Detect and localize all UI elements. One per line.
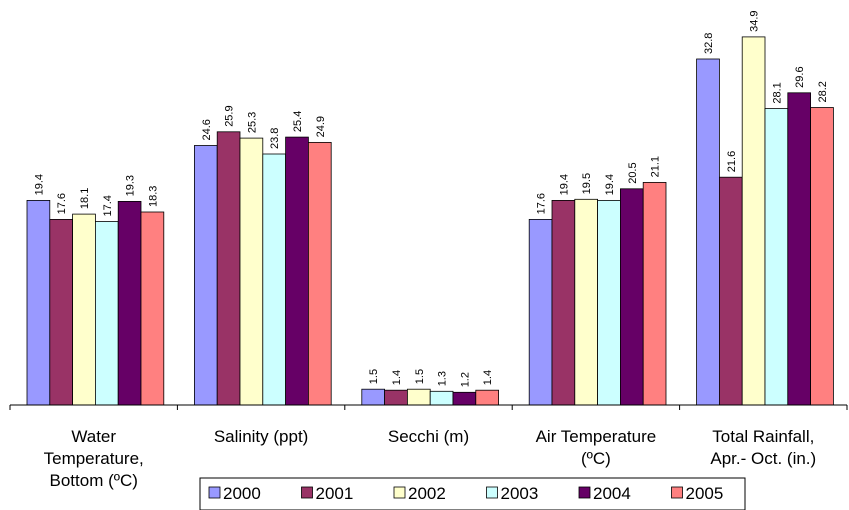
legend-swatch-2005 — [671, 486, 683, 499]
value-label-2002-2: 25.3 — [246, 112, 258, 133]
bar-2005-2 — [307, 141, 332, 406]
bar-2001-3 — [384, 389, 408, 406]
legend-label-2003: 2003 — [501, 484, 539, 503]
value-label-2001-4: 19.4 — [558, 174, 570, 195]
legend-box — [199, 477, 746, 510]
value-label-2003-1: 17.4 — [102, 195, 114, 216]
legend-label-2002: 2002 — [408, 484, 446, 503]
bar-2000-4 — [528, 218, 553, 406]
value-label-2003-5: 28.1 — [771, 82, 783, 103]
bar-2005-5 — [810, 107, 834, 406]
legend-swatch-2000 — [208, 486, 221, 499]
bar-2002-2 — [239, 137, 264, 406]
legend-label-2001: 2001 — [316, 484, 354, 503]
value-label-2005-5: 28.2 — [817, 81, 829, 102]
bar-2000-1 — [26, 199, 51, 406]
bar-2001-2 — [216, 131, 241, 406]
category-labels: Water Temperature, Bottom (ºC) Salinity (pp… — [44, 427, 817, 490]
category-label-3: Secchi (m) — [388, 427, 469, 446]
bar-2003-4 — [597, 199, 621, 406]
category-label-5: Total Rainfall, Apr.- Oct. (in.) — [710, 427, 816, 468]
value-label-2000-5: 32.8 — [703, 33, 715, 54]
value-label-2004-4: 20.5 — [627, 162, 639, 183]
bar-2003-2 — [262, 153, 286, 406]
value-label-2002-5: 34.9 — [749, 10, 761, 31]
legend-label-2004: 2004 — [593, 484, 631, 503]
bar-2004-4 — [620, 188, 644, 406]
bar-2005-1 — [140, 211, 165, 406]
category-label-2: Salinity (ppt) — [214, 427, 308, 446]
value-label-2003-4: 19.4 — [604, 174, 616, 195]
bar-2002-4 — [574, 198, 598, 406]
bar-2000-3 — [361, 388, 385, 406]
legend-swatch-2003 — [486, 486, 498, 499]
bar-2003-5 — [764, 108, 789, 406]
legend-label-2000: 2000 — [223, 484, 261, 503]
value-label-2005-3: 1.4 — [482, 370, 494, 385]
bar-2001-4 — [551, 199, 576, 406]
legend: 2000 2001 2002 2003 2004 2005 — [199, 477, 746, 510]
legend-label-2005: 2005 — [686, 484, 724, 503]
bar-2002-1 — [72, 213, 96, 406]
value-label-2003-2: 23.8 — [269, 128, 281, 149]
bar-2004-5 — [787, 92, 811, 406]
bar-2003-3 — [429, 390, 454, 406]
value-label-2002-1: 18.1 — [79, 188, 91, 209]
bar-2005-3 — [475, 389, 499, 406]
value-label-2003-3: 1.3 — [437, 371, 449, 386]
bar-2001-5 — [719, 176, 743, 406]
legend-swatch-2002 — [393, 486, 406, 499]
bar-2004-2 — [285, 136, 309, 406]
bar-2000-2 — [193, 145, 218, 406]
value-label-2004-5: 29.6 — [794, 66, 806, 87]
bar-2002-5 — [741, 36, 766, 406]
category-label-4: Air Temperature (ºC) — [536, 427, 657, 468]
legend-swatch-2001 — [301, 486, 313, 499]
value-label-2000-1: 19.4 — [33, 174, 45, 195]
bar-2002-3 — [406, 388, 431, 406]
value-label-2000-3: 1.5 — [368, 369, 380, 384]
value-label-2002-4: 19.5 — [581, 173, 593, 194]
bar-2004-3 — [452, 391, 477, 406]
value-label-2001-1: 17.6 — [56, 193, 68, 214]
category-label-1: Water Temperature, Bottom (ºC) — [44, 427, 144, 490]
value-label-2002-3: 1.5 — [414, 369, 426, 384]
value-label-2000-2: 24.6 — [201, 119, 213, 140]
value-label-2001-2: 25.9 — [224, 105, 236, 126]
legend-swatch-2004 — [578, 486, 591, 499]
bars-layer — [26, 36, 834, 406]
bar-2001-1 — [49, 218, 73, 406]
value-label-2005-1: 18.3 — [147, 186, 159, 207]
value-label-2001-3: 1.4 — [391, 370, 403, 385]
value-label-2005-4: 21.1 — [650, 156, 662, 177]
value-label-2004-3: 1.2 — [459, 372, 471, 387]
value-label-2001-5: 21.6 — [726, 151, 738, 172]
x-axis — [9, 404, 848, 410]
bar-2003-1 — [95, 221, 119, 406]
value-labels-layer: 19.4 17.6 18.1 17.4 19.3 18.3 24.6 25.9 25.3 23.8… — [33, 10, 829, 387]
bar-2004-1 — [117, 200, 142, 406]
value-label-2005-2: 24.9 — [315, 116, 327, 137]
value-label-2004-1: 19.3 — [125, 175, 137, 196]
bar-2005-4 — [642, 181, 667, 406]
value-label-2004-2: 25.4 — [292, 111, 304, 132]
bar-2000-5 — [696, 58, 720, 406]
value-label-2000-4: 17.6 — [536, 193, 548, 214]
